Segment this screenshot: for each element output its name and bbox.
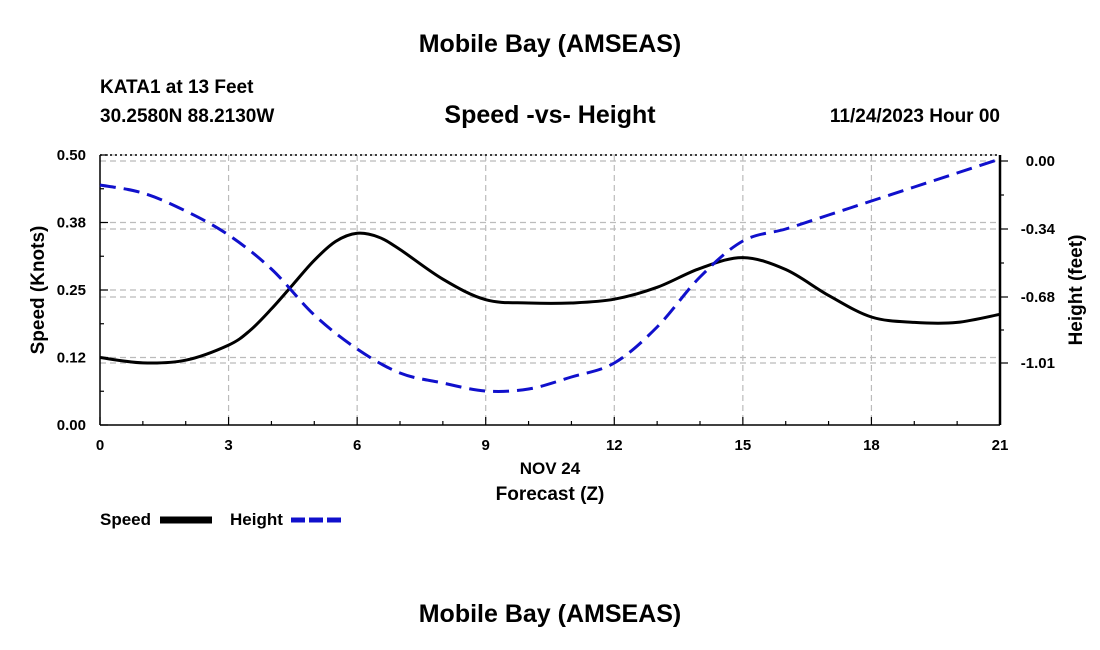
y2-tick-label: 0.00	[1026, 153, 1055, 170]
station-coordinates: 30.2580N 88.2130W	[100, 106, 275, 127]
x-axis-label: Forecast (Z)	[496, 484, 605, 505]
y2-tick-label: -0.34	[1021, 221, 1056, 238]
chart-title: Speed -vs- Height	[444, 101, 656, 129]
y-tick-label: 0.25	[57, 282, 86, 299]
station-name: KATA1 at 13 Feet	[100, 77, 254, 98]
x-tick-label: 21	[992, 437, 1009, 454]
page-title: Mobile Bay (AMSEAS)	[418, 30, 682, 58]
legend-speed-label: Speed	[100, 510, 152, 529]
y2-tick-label: -1.01	[1021, 355, 1055, 372]
x-tick-label: 9	[482, 437, 490, 454]
y-tick-label: 0.12	[57, 350, 86, 367]
x-tick-label: 6	[353, 437, 361, 454]
y-axis-label: Speed (Knots)	[28, 226, 49, 355]
x-tick-label: 12	[606, 437, 623, 454]
y-tick-label: 0.50	[57, 147, 86, 164]
x-tick-label: 18	[863, 437, 880, 454]
y2-tick-label: -0.68	[1021, 289, 1055, 306]
x-tick-label: 3	[224, 437, 232, 454]
y-tick-label: 0.00	[57, 417, 86, 434]
axes	[99, 154, 1008, 426]
y2-axis-label: Height (feet)	[1066, 235, 1087, 346]
legend-height-label: Height	[230, 510, 283, 529]
forecast-time: 11/24/2023 Hour 00	[829, 106, 1000, 127]
x-axis-date-label: NOV 24	[520, 459, 581, 478]
x-tick-label: 0	[96, 437, 104, 454]
speed-series-line	[99, 231, 1001, 365]
axis-labels: 0 3 6 9 12 15 18 21 0.00 0.12 0.25 0.38 0.50 0.00 -0.3…	[28, 147, 1087, 505]
series-lines	[99, 157, 1001, 393]
y-tick-label: 0.38	[57, 215, 86, 232]
footer-title: Mobile Bay (AMSEAS)	[418, 600, 682, 628]
x-tick-label: 15	[735, 437, 752, 454]
grid-lines	[100, 154, 1000, 425]
height-series-line	[99, 157, 1001, 393]
